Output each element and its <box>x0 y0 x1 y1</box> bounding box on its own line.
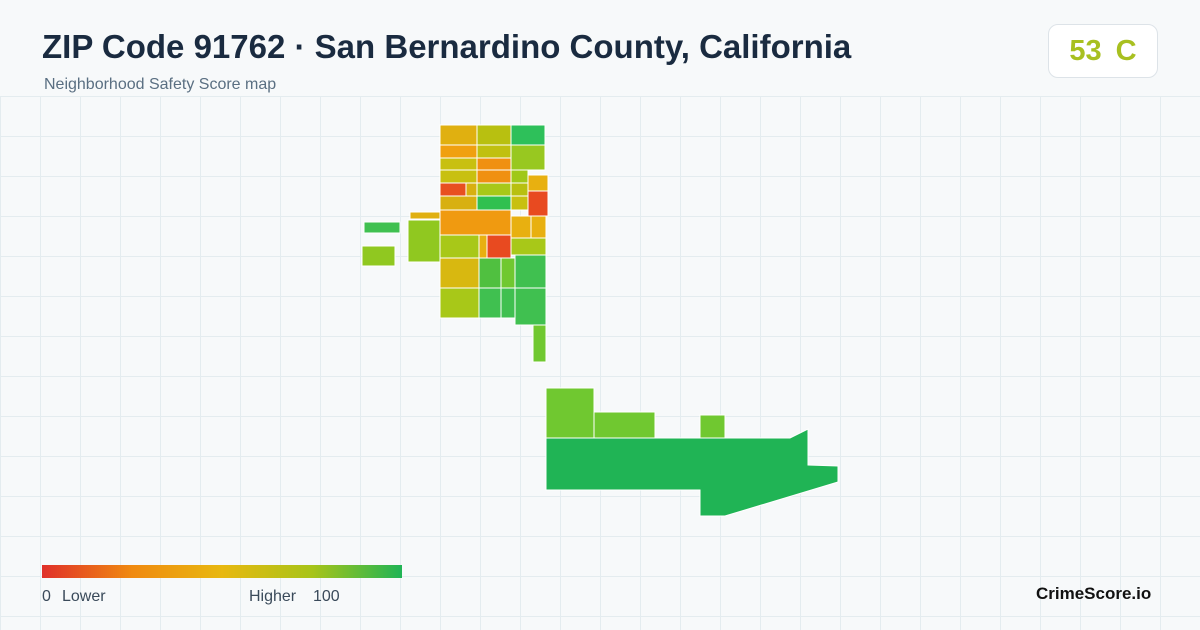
map-area <box>476 182 512 197</box>
map-area <box>478 234 488 259</box>
map-area <box>476 124 512 146</box>
map-area <box>439 257 480 289</box>
map-area <box>439 195 478 211</box>
header <box>0 0 1200 96</box>
map-area <box>476 144 512 159</box>
subtitle: Neighborhood Safety Score map <box>44 76 277 93</box>
map-area <box>500 257 516 289</box>
map-area <box>476 195 512 211</box>
map-area <box>439 209 512 236</box>
legend-min: 0 <box>42 588 51 605</box>
legend-min-label: Lower <box>62 588 106 605</box>
map-area <box>361 245 396 267</box>
map-area <box>527 190 549 217</box>
map-area <box>439 124 478 146</box>
map-area <box>439 157 478 171</box>
map-area <box>514 287 547 326</box>
legend-max-label: Higher <box>249 588 297 605</box>
map-area <box>478 287 502 319</box>
map-area <box>439 287 480 319</box>
map-area <box>500 287 516 319</box>
map-area <box>439 169 478 184</box>
score: 53 <box>1069 34 1102 67</box>
map-area <box>699 414 726 439</box>
map-area <box>514 254 547 289</box>
map-area <box>439 182 467 197</box>
map-area <box>510 169 529 184</box>
map-area <box>510 195 529 211</box>
map-area <box>530 215 547 239</box>
map-area <box>409 211 441 220</box>
legend-max: 100 <box>313 588 340 605</box>
map-area <box>527 174 549 192</box>
map-area <box>510 144 546 171</box>
map-area <box>478 257 502 289</box>
map-area <box>363 221 401 234</box>
map-area <box>486 234 512 259</box>
map-area <box>476 169 512 184</box>
map-area <box>439 234 480 259</box>
map-area <box>407 219 441 263</box>
title: ZIP Code 91762 · San Bernardino County, … <box>42 28 852 65</box>
map-area <box>510 182 529 197</box>
map-area <box>465 182 478 197</box>
map-area <box>545 428 839 517</box>
grade: C <box>1115 34 1137 67</box>
legend-gradient <box>42 565 402 578</box>
brand: CrimeScore.io <box>1036 584 1152 603</box>
map-area <box>532 324 547 363</box>
map-area <box>510 215 532 239</box>
map-area <box>593 411 656 439</box>
map-area <box>476 157 512 171</box>
map-area <box>545 387 595 439</box>
score-badge: 53 C <box>1048 24 1158 78</box>
map-area <box>510 237 547 256</box>
map-area <box>439 144 478 159</box>
map-area <box>510 124 546 146</box>
